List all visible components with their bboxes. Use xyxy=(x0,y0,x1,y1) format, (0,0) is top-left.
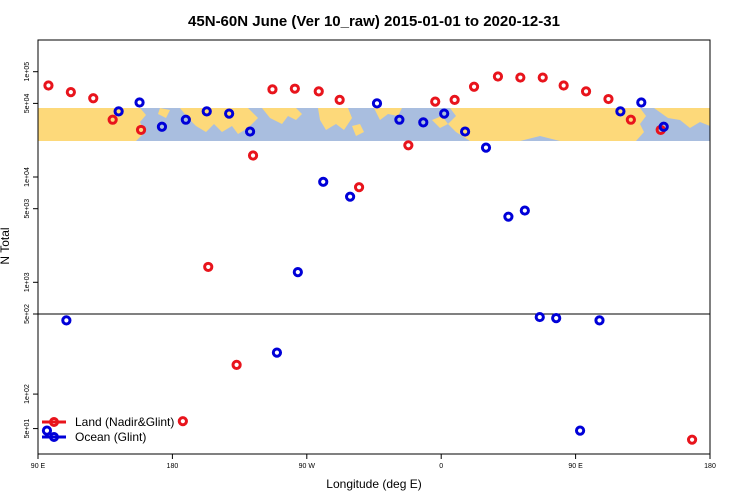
ocean-point xyxy=(503,211,514,222)
chart-title: 45N-60N June (Ver 10_raw) 2015-01-01 to … xyxy=(188,13,560,30)
legend-ocean-marker xyxy=(49,432,59,442)
ocean-point xyxy=(636,97,647,108)
y-upper-tick-label: 1e+04 xyxy=(24,167,31,187)
ocean-point xyxy=(180,114,191,125)
land-point xyxy=(247,150,259,161)
land-point xyxy=(492,71,504,82)
data-points xyxy=(41,71,698,445)
legend-ocean-label: Ocean (Glint) xyxy=(75,430,146,444)
ocean-point xyxy=(574,425,586,436)
ocean-point xyxy=(615,106,626,117)
land-point xyxy=(537,72,548,83)
ocean-point xyxy=(318,176,329,187)
x-tick-label: 90 E xyxy=(568,463,583,470)
ocean-point xyxy=(519,205,530,216)
ocean-point xyxy=(41,425,53,436)
ocean-point xyxy=(292,266,303,278)
land-point xyxy=(43,80,54,91)
ocean-point xyxy=(345,191,356,202)
y-axis-label: N Total xyxy=(0,227,12,264)
land-point xyxy=(289,83,300,94)
ocean-point xyxy=(61,315,72,326)
ocean-point xyxy=(271,347,283,358)
land-point xyxy=(334,94,345,105)
land-point xyxy=(558,80,569,91)
land-point xyxy=(203,261,214,273)
x-tick-label: 180 xyxy=(167,463,179,470)
y-axis-lower: 5e+01 1e+02 5e+02 xyxy=(24,304,38,438)
ocean-point xyxy=(201,106,212,117)
land-point xyxy=(353,182,365,193)
y-axis-upper: 1e+03 5e+03 1e+04 5e+04 1e+05 xyxy=(24,62,38,292)
land-point xyxy=(403,140,414,151)
x-tick-label: 90 E xyxy=(31,463,46,470)
land-point xyxy=(603,93,614,105)
land-point xyxy=(430,96,441,107)
x-axis: 90 E 180 90 W 0 90 E 180 xyxy=(31,454,716,470)
y-lower-tick-label: 5e+02 xyxy=(24,304,31,324)
land-point xyxy=(580,86,592,97)
land-point xyxy=(267,84,278,95)
land-point xyxy=(177,416,188,427)
ocean-point xyxy=(371,98,383,109)
land-point xyxy=(135,124,147,136)
legend-land-marker xyxy=(49,417,59,427)
land-point xyxy=(107,114,118,125)
land-point xyxy=(88,93,99,104)
ocean-point xyxy=(480,142,492,153)
x-tick-label: 180 xyxy=(704,463,716,470)
ocean-point xyxy=(534,311,545,323)
y-upper-tick-label: 1e+03 xyxy=(24,272,31,292)
land-point xyxy=(313,86,324,97)
ocean-point xyxy=(551,313,562,324)
land-point xyxy=(515,72,526,83)
y-upper-tick-label: 1e+05 xyxy=(24,62,31,82)
x-tick-label: 90 W xyxy=(299,463,316,470)
ocean-point xyxy=(244,126,256,137)
ocean-point xyxy=(394,114,405,125)
legend-land-label: Land (Nadir&Glint) xyxy=(75,415,174,429)
land-point xyxy=(625,114,636,125)
y-upper-tick-label: 5e+03 xyxy=(24,199,31,219)
land-point xyxy=(468,81,480,92)
land-point xyxy=(65,87,76,98)
ocean-point xyxy=(439,108,450,119)
legend: Land (Nadir&Glint) Ocean (Glint) xyxy=(42,415,174,444)
land-point xyxy=(686,434,698,445)
land-point xyxy=(449,94,460,105)
y-upper-tick-label: 5e+04 xyxy=(24,93,31,113)
ocean-point xyxy=(459,126,471,137)
ocean-point xyxy=(418,117,429,128)
ocean-point xyxy=(224,108,235,119)
land-point xyxy=(231,359,242,370)
ocean-point xyxy=(113,106,124,117)
plot-frame xyxy=(37,39,711,455)
ocean-point xyxy=(156,121,168,132)
x-axis-label: Longitude (deg E) xyxy=(326,477,421,491)
ocean-point xyxy=(658,121,669,132)
y-lower-tick-label: 1e+02 xyxy=(24,384,31,404)
y-lower-tick-label: 5e+01 xyxy=(24,419,31,439)
ocean-point xyxy=(594,315,605,326)
world-map-band xyxy=(38,108,710,141)
x-tick-label: 0 xyxy=(439,463,443,470)
ocean-point xyxy=(134,97,145,108)
